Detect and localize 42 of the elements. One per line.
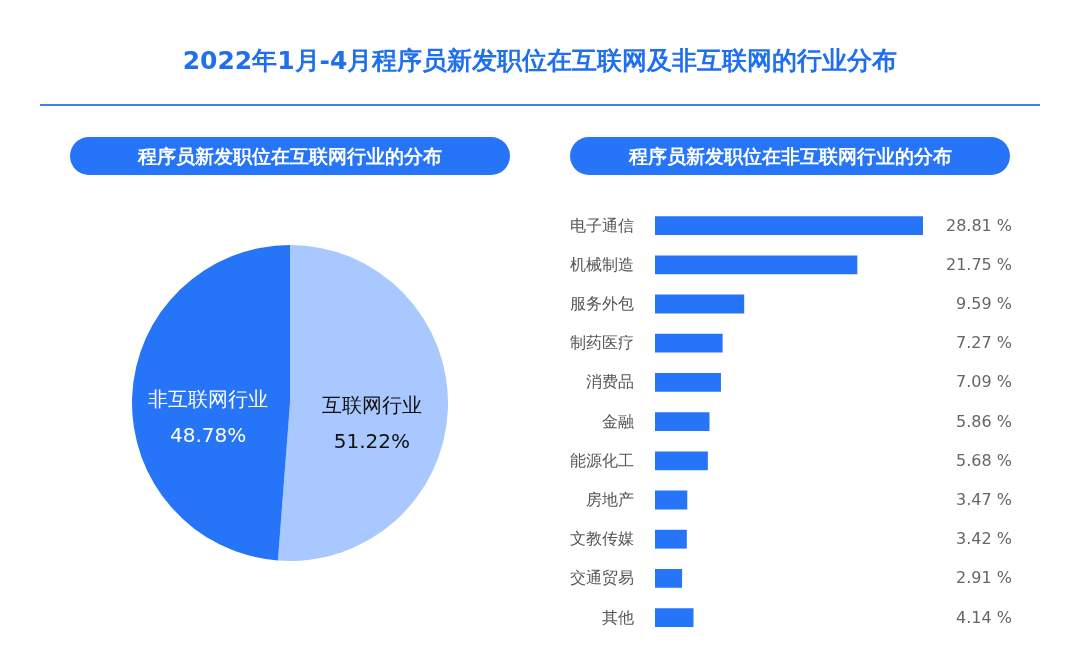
- y-tick-label: 交通贸易: [569, 568, 634, 588]
- bar: [655, 529, 687, 549]
- data-label: 5.68 %: [956, 450, 1012, 470]
- data-label: 48.78%: [169, 422, 247, 447]
- chart-subtitle: 程序员新发职位在互联网行业的分布: [70, 137, 510, 175]
- data-label: 9.59 %: [956, 294, 1012, 313]
- bar: [655, 372, 721, 392]
- bar: [655, 255, 858, 275]
- data-label: 21.75 %: [945, 254, 1012, 274]
- y-tick-label: 金融: [601, 411, 634, 431]
- chart-title: 程序员新发职位在非互联网行业的分布: [570, 137, 1010, 175]
- text: 2022年1月-4月程序员新发职位在互联网及非互联网的行业分布: [181, 45, 899, 77]
- y-tick-label: 其他: [601, 607, 634, 627]
- bar: [655, 451, 708, 471]
- data-label: 5.86 %: [956, 411, 1012, 431]
- y-tick-label: 服务外包: [569, 294, 634, 313]
- bar: [655, 608, 694, 627]
- bar: [655, 333, 723, 353]
- data-label: 7.27 %: [956, 333, 1012, 353]
- y-tick-label: 机械制造: [569, 254, 634, 274]
- bar: [655, 294, 745, 314]
- slice-label: 非互联网行业: [148, 386, 269, 411]
- slice-label: 互联网行业: [321, 393, 422, 418]
- y-tick-label: 房地产: [585, 489, 634, 509]
- y-tick-label: 制药医疗: [569, 333, 634, 353]
- data-label: 51.22%: [333, 429, 411, 454]
- data-label: 3.47 %: [956, 489, 1012, 509]
- data-label: 4.14 %: [956, 607, 1012, 627]
- bar: [655, 490, 688, 510]
- data-label: 28.81 %: [945, 215, 1012, 235]
- bar: [655, 216, 923, 236]
- y-tick-label: 电子通信: [569, 215, 634, 235]
- bar: [655, 412, 710, 431]
- y-tick-label: 能源化工: [569, 450, 634, 470]
- pie-slice: [132, 245, 290, 561]
- y-tick-label: 消费品: [585, 372, 634, 392]
- data-label: 7.09 %: [956, 372, 1012, 392]
- data-label: 3.42 %: [956, 529, 1012, 549]
- bar: [655, 568, 683, 588]
- y-tick-label: 文教传媒: [569, 529, 634, 549]
- pie-slice: [277, 245, 448, 561]
- data-label: 2.91 %: [956, 568, 1012, 588]
